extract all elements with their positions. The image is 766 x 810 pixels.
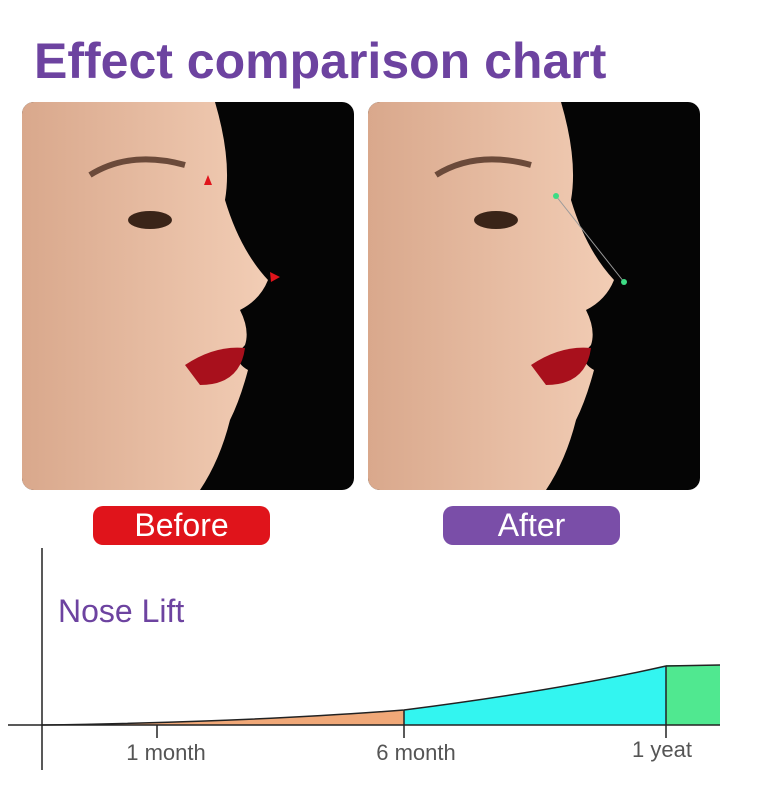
area-mid	[404, 666, 666, 725]
tick-label: 1 month	[126, 740, 206, 765]
before-label: Before	[134, 507, 228, 543]
area-early	[42, 710, 404, 725]
after-badge	[443, 506, 620, 545]
tick-label: 1 yeat	[632, 737, 692, 762]
area-late	[666, 665, 720, 725]
after-photo	[368, 102, 700, 490]
after-label: After	[498, 507, 566, 543]
timeline-label: Nose Lift	[58, 593, 184, 629]
title: Effect comparison chart	[34, 33, 607, 89]
before-badge	[93, 506, 270, 545]
tick-label: 6 month	[376, 740, 456, 765]
before-photo	[22, 102, 354, 490]
